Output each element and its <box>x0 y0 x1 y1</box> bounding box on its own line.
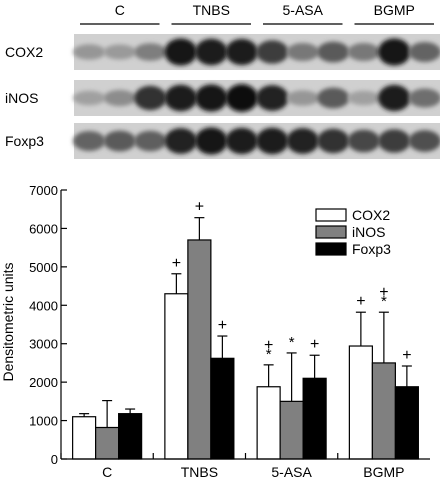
blot-row-label: iNOS <box>5 90 38 106</box>
blot-band <box>164 38 197 66</box>
bar-cox2-5-asa <box>256 386 281 460</box>
legend-swatch-inos <box>315 225 347 239</box>
blot-band <box>408 130 440 152</box>
significance-asterisk: * <box>289 334 295 351</box>
blot-group-label-bgmp: BGMP <box>374 2 415 18</box>
significance-plus: + <box>218 317 227 334</box>
blot-band <box>164 128 197 154</box>
blot-band <box>256 40 289 64</box>
blot-band <box>103 89 136 107</box>
blot-band <box>103 44 136 60</box>
y-tick-label: 3000 <box>29 337 58 352</box>
blot-band <box>195 38 228 66</box>
blot-band <box>378 38 411 66</box>
blot-group-label-tnbs: TNBS <box>193 2 230 18</box>
blot-band <box>378 84 411 112</box>
blot-band <box>378 129 411 153</box>
x-tick-label-bgmp: BGMP <box>363 464 404 480</box>
x-axis-tick-labels: C TNBS 5-ASA BGMP <box>60 453 404 480</box>
bar-foxp3-c <box>118 413 143 460</box>
blot-band <box>256 127 289 155</box>
bar-foxp3-tnbs <box>210 357 235 460</box>
significance-plus: + <box>379 284 388 301</box>
bar-inos-5-asa <box>279 400 304 460</box>
bar-inos-tnbs <box>187 239 212 460</box>
significance-asterisk: * <box>381 293 387 310</box>
blot-band <box>225 84 258 112</box>
legend-label-cox2: COX2 <box>352 207 390 223</box>
blot-band <box>317 87 350 109</box>
bar-series <box>72 239 419 460</box>
blot-band <box>73 44 106 60</box>
significance-plus: + <box>402 347 411 364</box>
blot-band <box>225 38 258 66</box>
blot-rows: COX2 iNOS Foxp3 <box>5 34 440 159</box>
significance-plus: + <box>195 199 204 216</box>
blot-band <box>134 130 167 152</box>
blot-band <box>103 130 136 152</box>
bar-foxp3-5-asa <box>302 377 327 460</box>
blot-band <box>408 42 440 62</box>
y-tick-label: 7000 <box>29 183 58 198</box>
western-blot-panel: C TNBS 5-ASA BGMP COX2 iNOS Foxp3 <box>5 2 440 159</box>
y-axis-label: Densitometric units <box>0 262 16 381</box>
blot-band <box>286 90 319 106</box>
x-tick-label-5-asa: 5-ASA <box>271 464 312 480</box>
legend-swatch-cox2 <box>315 208 347 222</box>
blot-row-foxp3: Foxp3 <box>5 123 440 159</box>
significance-asterisk: * <box>266 346 272 363</box>
y-tick-label: 2000 <box>29 375 58 390</box>
blot-band <box>134 43 167 61</box>
blot-band <box>317 41 350 63</box>
blot-band <box>73 90 106 106</box>
bar-cox2-bgmp <box>348 345 373 460</box>
blot-row-cox2: COX2 <box>5 34 440 70</box>
significance-marks: +++*+ * ++ *++ <box>172 199 412 364</box>
blot-band <box>317 128 350 154</box>
blot-band <box>347 90 380 106</box>
blot-row-label: Foxp3 <box>5 133 44 149</box>
blot-band <box>286 128 319 154</box>
y-tick-label: 1000 <box>29 414 58 429</box>
error-bars <box>79 217 412 428</box>
blot-band <box>256 85 289 111</box>
legend-label-inos: iNOS <box>352 224 385 240</box>
bar-inos-c <box>95 426 120 460</box>
blot-band <box>164 84 197 112</box>
bar-chart: 0 1000 2000 3000 4000 5000 6000 7000 Densitomet… <box>0 183 430 480</box>
blot-group-label-c: C <box>115 2 125 18</box>
blot-band <box>195 84 228 112</box>
significance-plus: + <box>264 337 273 354</box>
significance-plus: + <box>172 255 181 272</box>
blot-band <box>134 85 167 111</box>
x-tick-label-tnbs: TNBS <box>181 464 218 480</box>
y-tick-label: 0 <box>51 452 58 467</box>
blot-band <box>347 129 380 153</box>
blot-band <box>73 131 106 151</box>
y-tick-label: 5000 <box>29 260 58 275</box>
blot-band <box>195 127 228 155</box>
blot-group-label-5-asa: 5-ASA <box>283 2 324 18</box>
y-tick-label: 6000 <box>29 221 58 236</box>
blot-row-label: COX2 <box>5 44 43 60</box>
legend-label-foxp3: Foxp3 <box>352 241 391 257</box>
x-tick-label-c: C <box>102 464 112 480</box>
legend-swatch-foxp3 <box>315 242 347 256</box>
y-axis-ticks: 0 1000 2000 3000 4000 5000 6000 7000 <box>29 183 67 467</box>
blot-band <box>347 42 380 62</box>
blot-group-headers: C TNBS 5-ASA BGMP <box>80 2 434 25</box>
bar-foxp3-bgmp <box>394 386 419 460</box>
bar-cox2-c <box>72 416 97 460</box>
y-tick-label: 4000 <box>29 298 58 313</box>
blot-band <box>408 88 440 108</box>
blot-band <box>225 127 258 155</box>
blot-band <box>286 42 319 62</box>
significance-plus: + <box>356 293 365 310</box>
significance-plus: + <box>310 336 319 353</box>
bar-cox2-tnbs <box>164 293 189 460</box>
blot-row-inos: iNOS <box>5 80 440 116</box>
bar-inos-bgmp <box>371 362 396 460</box>
